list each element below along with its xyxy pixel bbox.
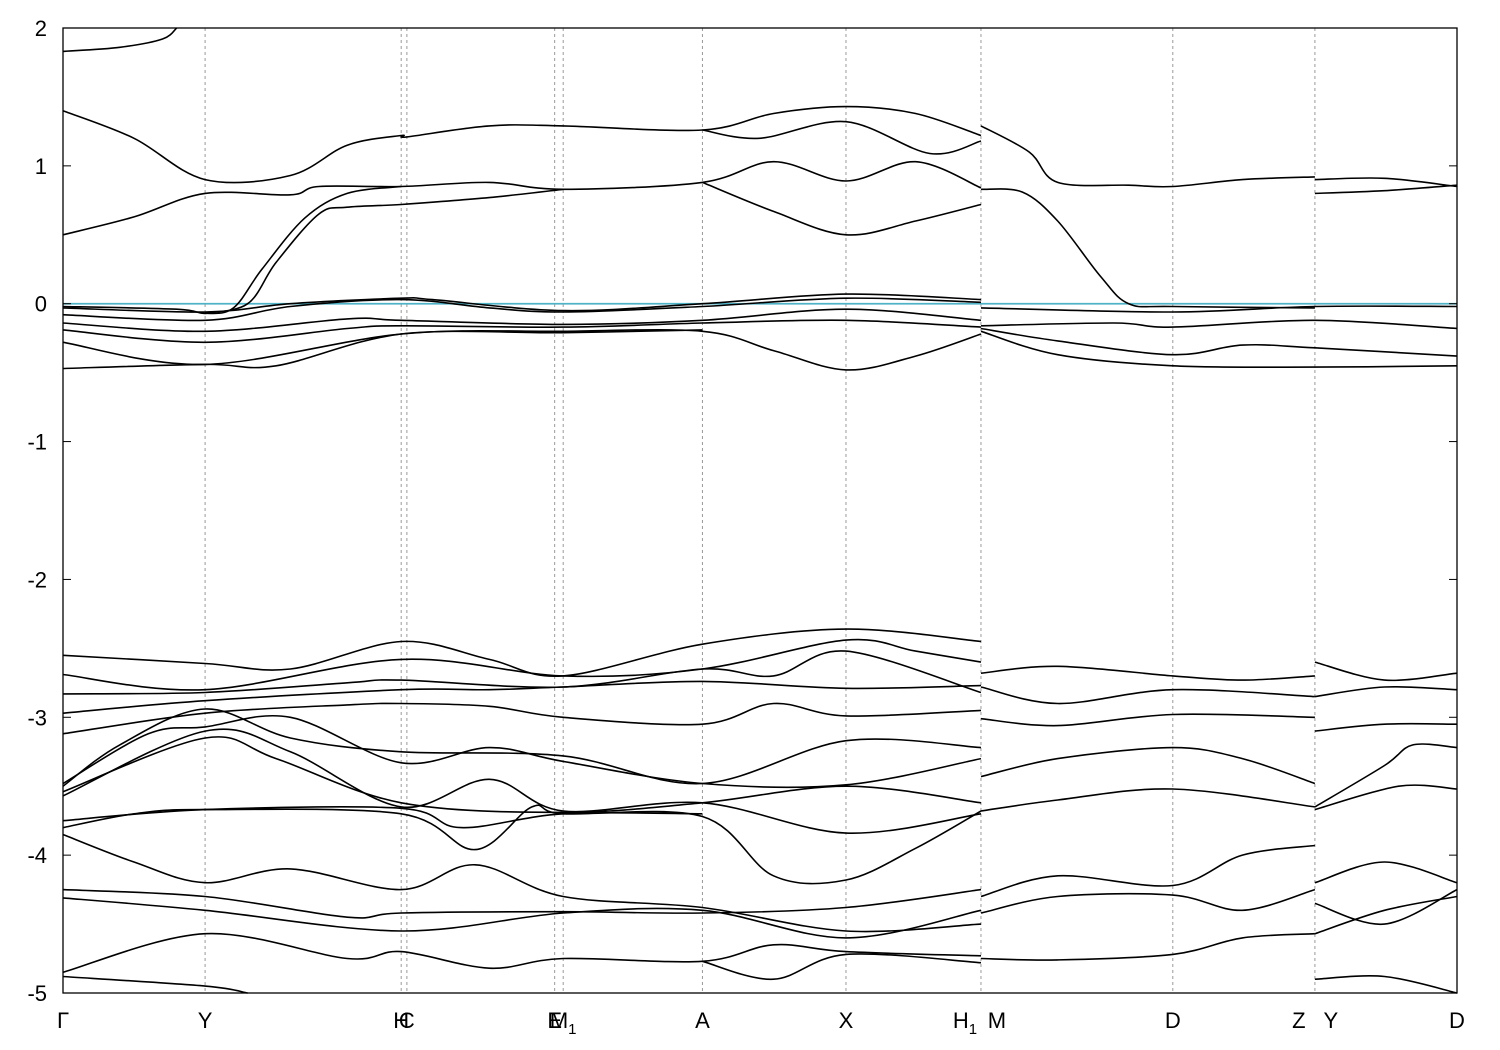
x-tick-label: D: [1165, 1008, 1181, 1033]
y-tick-label: 1: [35, 154, 47, 179]
band-line: [980, 665, 1315, 681]
band-line: [62, 897, 982, 939]
band-line: [62, 185, 402, 315]
x-axis-ticks: Γ Y HC EM1 A X H1 M D Z Y D: [57, 1008, 1465, 1038]
band-line: [1314, 177, 1458, 188]
band-line: [62, 628, 982, 678]
band-line: [1314, 784, 1458, 811]
band-line: [980, 888, 1316, 914]
band-line: [62, 308, 982, 333]
band-line: [1314, 743, 1458, 808]
x-tick-label: Y: [1324, 1008, 1339, 1033]
band-line: [62, 160, 982, 236]
y-tick-label: -3: [27, 705, 47, 730]
band-line: [1314, 895, 1458, 935]
x-tick-label: X: [839, 1008, 854, 1033]
band-line: [62, 806, 703, 829]
band-line: [62, 27, 178, 53]
y-tick-label: 0: [35, 292, 47, 317]
band-line: [1314, 661, 1458, 682]
band-line: [62, 297, 982, 322]
band-line: [980, 305, 1458, 313]
y-axis-ticks: -5 -4 -3 -2 -1 0 1 2: [27, 16, 1457, 1006]
band-line: [980, 932, 1315, 961]
band-line: [980, 713, 1315, 727]
band-line: [980, 788, 1316, 812]
band-line: [980, 327, 1458, 357]
y-tick-label: 2: [35, 16, 47, 41]
band-line: [980, 330, 1458, 369]
band-line: [980, 125, 1315, 188]
band-line: [62, 702, 982, 735]
band-line: [1314, 685, 1458, 698]
x-tick-label: D: [1449, 1008, 1465, 1033]
band-line: [1314, 975, 1458, 994]
band-line: [62, 888, 982, 919]
band-line: [1314, 888, 1458, 925]
x-tick-label: M: [988, 1008, 1006, 1033]
x-tick-label: M1: [550, 1008, 577, 1038]
x-tick-label: H1: [953, 1008, 977, 1038]
band-line: [62, 638, 982, 691]
band-line: [980, 686, 1315, 705]
band-line: [1314, 184, 1458, 195]
k-point-gridlines: [204, 28, 1316, 993]
x-tick-label: Γ: [57, 1008, 69, 1033]
y-tick-label: -5: [27, 981, 47, 1006]
band-line: [62, 804, 982, 885]
band-line: [204, 188, 564, 315]
band-line: [62, 728, 982, 834]
band-line: [62, 708, 982, 787]
band-line: [62, 736, 982, 814]
x-tick-label: Y: [198, 1008, 213, 1033]
x-tick-label: E: [547, 1008, 562, 1033]
y-tick-label: -1: [27, 430, 47, 455]
band-lines: [62, 27, 1458, 994]
band-line: [62, 680, 982, 714]
band-line: [980, 319, 1458, 330]
y-tick-label: -4: [27, 843, 47, 868]
band-line: [62, 714, 982, 789]
band-line: [62, 329, 703, 370]
x-tick-label: Z: [1292, 1008, 1305, 1033]
band-line: [62, 328, 982, 371]
band-line: [62, 319, 982, 344]
band-line: [980, 746, 1316, 785]
band-line: [62, 293, 982, 313]
band-line: [980, 188, 1315, 309]
plot-frame: [62, 27, 1458, 994]
band-line: [62, 833, 982, 933]
band-line: [980, 844, 1316, 898]
band-line: [62, 932, 982, 974]
band-line: [702, 953, 982, 981]
x-tick-label: A: [695, 1008, 710, 1033]
band-line: [702, 120, 982, 155]
band-line: [1314, 722, 1458, 732]
band-line: [62, 975, 248, 994]
x-tick-label: C: [399, 1008, 415, 1033]
y-tick-label: -2: [27, 567, 47, 592]
band-line: [702, 181, 982, 236]
band-line: [62, 105, 982, 184]
band-line: [1314, 861, 1458, 884]
x-tick-label: H: [393, 1008, 409, 1033]
